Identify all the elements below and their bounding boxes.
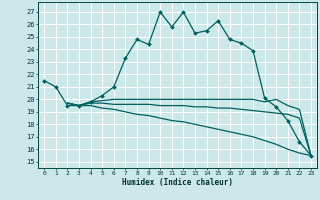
X-axis label: Humidex (Indice chaleur): Humidex (Indice chaleur)	[122, 178, 233, 187]
